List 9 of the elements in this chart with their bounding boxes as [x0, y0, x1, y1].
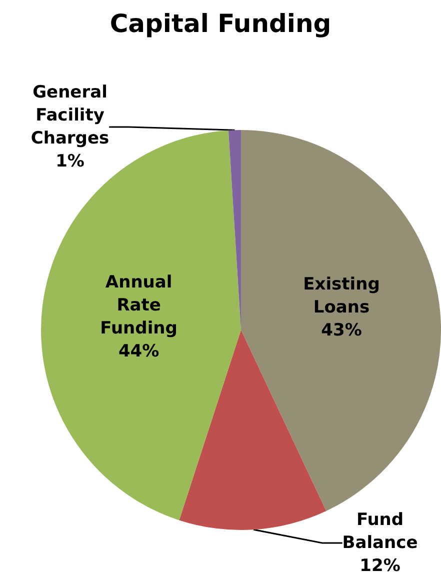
slice-label: Annual Rate Funding — [100, 272, 178, 339]
data-label: 43% — [321, 320, 362, 341]
data-label: 44% — [118, 342, 160, 362]
slice-label: Fund Balance — [342, 510, 418, 553]
data-label: 12% — [360, 556, 400, 576]
data-label: 1% — [56, 152, 84, 172]
slice-label: General Facility Charges — [30, 82, 110, 148]
chart-title: Capital Funding — [110, 9, 332, 38]
slice-label: Existing Loans — [303, 274, 380, 318]
